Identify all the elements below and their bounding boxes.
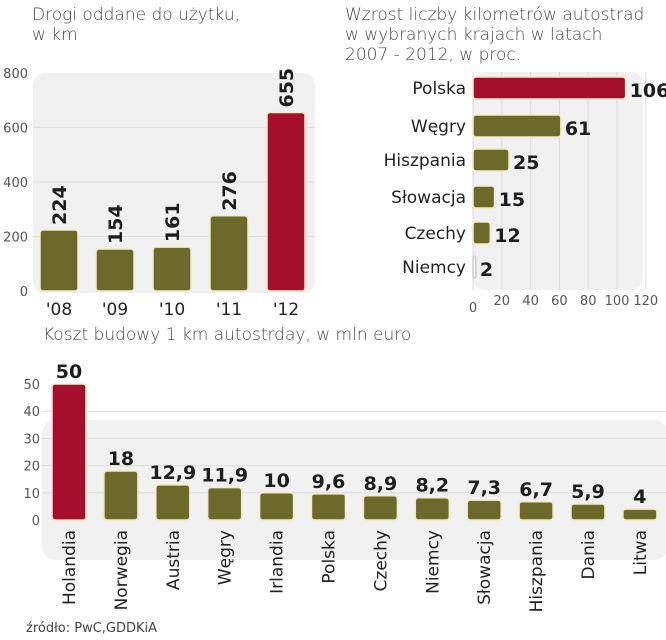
bar [472, 76, 627, 100]
category-label: '09 [102, 300, 128, 320]
category-label: Irlandia [268, 530, 288, 594]
bar [95, 248, 135, 292]
bar [310, 493, 347, 521]
value-label: 161 [162, 202, 184, 242]
value-label: 11,9 [201, 465, 248, 487]
value-label: 2 [480, 259, 493, 281]
chart-motorway-growth: Wzrost liczby kilometrów autostrad w wyb… [345, 5, 666, 316]
x-tick-label: 20 [494, 294, 511, 309]
y-tick-label: 20 [23, 460, 40, 475]
value-label: 8,2 [415, 475, 449, 497]
value-label: 4 [633, 486, 646, 508]
y-tick-label: 40 [23, 405, 40, 420]
bar [258, 492, 295, 521]
chart-roads-opened: Drogi oddane do użytku, w km 0 200 400 600 8… [3, 5, 315, 320]
bar [472, 148, 510, 172]
bar [51, 383, 87, 521]
y-tick-label: 0 [20, 285, 28, 300]
y-tick-label: 400 [3, 176, 28, 191]
category-label: '11 [216, 300, 242, 320]
bar [206, 486, 243, 521]
source-note: źródło: PwC,GDDKiA [26, 621, 157, 636]
category-label: Norwegia [112, 530, 132, 610]
value-label: 12 [494, 225, 520, 247]
category-label: Czechy [371, 530, 391, 591]
bar [209, 215, 249, 292]
bar [472, 114, 562, 138]
chart-motorway-cost: Koszt budowy 1 km autostrday, w mln euro… [23, 325, 666, 612]
bar [570, 503, 606, 521]
bar [622, 508, 658, 521]
category-label: Niemcy [423, 530, 443, 594]
value-label: 655 [276, 68, 298, 108]
y-tick-label: 800 [3, 67, 28, 82]
value-label: 106 [630, 80, 666, 102]
value-label: 61 [565, 118, 591, 140]
y-tick-label: 50 [23, 378, 40, 393]
y-tick-label: 600 [3, 122, 28, 137]
y-tick-label: 10 [23, 487, 40, 502]
category-label: Węgry [411, 117, 466, 137]
value-label: 6,7 [519, 479, 553, 501]
value-label: 276 [219, 171, 241, 211]
category-label: '12 [273, 300, 299, 320]
bar [103, 470, 139, 521]
bar [155, 484, 191, 521]
value-label: 25 [513, 152, 539, 174]
y-tick-label: 0 [32, 514, 40, 529]
category-label: Holandia [60, 530, 80, 605]
value-label: 15 [499, 189, 525, 211]
bar [152, 246, 192, 292]
bar [472, 221, 492, 245]
category-label: Polska [320, 530, 340, 584]
chart-title-line: 2007 - 2012, w proc. [345, 45, 521, 65]
category-label: Austria [164, 530, 184, 590]
bar [414, 496, 451, 521]
x-tick-label: 120 [633, 294, 658, 309]
bar [472, 185, 496, 209]
value-label: 7,3 [467, 477, 501, 499]
x-tick-label: 100 [605, 294, 630, 309]
bar [362, 495, 399, 521]
category-label: Litwa [631, 530, 651, 575]
value-label: 8,9 [364, 473, 398, 495]
category-label: Słowacja [391, 188, 466, 208]
chart-title-line: Drogi oddane do użytku, [32, 5, 240, 25]
category-label: Hiszpania [527, 530, 547, 612]
category-label: '08 [46, 300, 72, 320]
chart-title-line: w km [32, 25, 78, 45]
bar [518, 501, 554, 521]
category-label: Węgry [216, 530, 236, 585]
bar [266, 111, 306, 292]
chart-title-line: Wzrost liczby kilometrów autostrad [345, 5, 644, 25]
category-label: Niemcy [402, 258, 466, 278]
plot-panel [42, 420, 666, 560]
y-tick-label: 30 [23, 432, 40, 447]
x-tick-label: 60 [551, 294, 568, 309]
category-label: '10 [159, 300, 185, 320]
category-label: Czechy [405, 224, 466, 244]
category-label: Słowacja [475, 530, 495, 605]
value-label: 12,9 [149, 462, 196, 484]
x-tick-label: 80 [580, 294, 597, 309]
category-label: Dania [579, 530, 599, 579]
x-tick-label: 40 [522, 294, 539, 309]
value-label: 154 [105, 204, 127, 244]
value-label: 9,6 [312, 471, 346, 493]
y-tick-label: 200 [3, 231, 28, 246]
chart-title-line: w wybranych krajach w latach [345, 25, 602, 45]
category-label: Hiszpania [384, 151, 466, 171]
x-tick-label: 0 [469, 301, 477, 316]
value-label: 224 [49, 185, 71, 225]
value-label: 5,9 [571, 481, 605, 503]
bar [466, 499, 502, 521]
value-label: 18 [108, 448, 134, 470]
category-label: Polska [412, 79, 466, 99]
value-label: 10 [263, 470, 289, 492]
bar [472, 255, 477, 279]
chart-title-line: Koszt budowy 1 km autostrday, w mln euro [43, 325, 411, 345]
value-label: 50 [56, 361, 82, 383]
bar [39, 229, 79, 292]
